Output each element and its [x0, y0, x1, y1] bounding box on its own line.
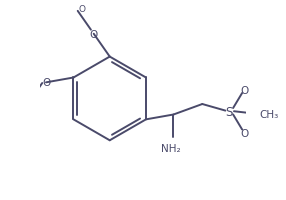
- Text: NH₂: NH₂: [162, 143, 181, 153]
- Text: O: O: [90, 30, 98, 40]
- Text: O: O: [79, 5, 86, 14]
- Text: S: S: [226, 105, 233, 118]
- Text: O: O: [240, 85, 249, 95]
- Text: O: O: [240, 128, 249, 138]
- Text: CH₃: CH₃: [259, 109, 279, 119]
- Text: O: O: [42, 78, 50, 88]
